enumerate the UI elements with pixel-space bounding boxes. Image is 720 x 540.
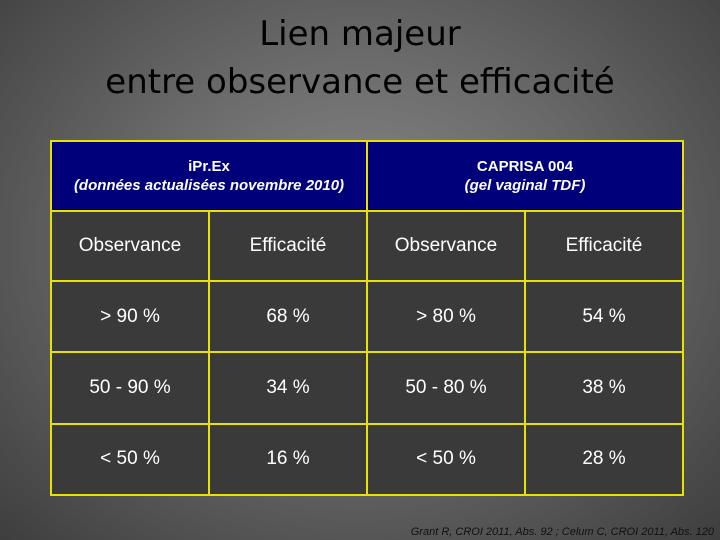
group-name: iPr.Ex xyxy=(188,158,230,175)
title-line-2: entre observance et efficacité xyxy=(105,62,615,102)
group-name: CAPRISA 004 xyxy=(476,158,574,175)
table-cell: > 90 % xyxy=(50,279,210,354)
group-header-caprisa: CAPRISA 004 (gel vaginal TDF) xyxy=(366,140,684,212)
group-header-row: iPr.Ex (données actualisées novembre 201… xyxy=(50,140,684,212)
group-subtitle: (gel vaginal TDF) xyxy=(464,177,586,194)
table-cell: 68 % xyxy=(208,279,368,354)
table-cell: 54 % xyxy=(524,279,684,354)
table-cell: < 50 % xyxy=(50,422,210,497)
group-header-iprex: iPr.Ex (données actualisées novembre 201… xyxy=(50,140,368,212)
group-subtitle: (données actualisées novembre 2010) xyxy=(73,177,345,194)
table-cell: 16 % xyxy=(208,422,368,497)
table-row: 50 - 90 % 34 % 50 - 80 % 38 % xyxy=(50,351,684,425)
table-cell: < 50 % xyxy=(366,422,526,497)
table-cell: 28 % xyxy=(524,422,684,497)
table-cell: 38 % xyxy=(524,351,684,425)
column-header: Efficacité xyxy=(524,210,684,282)
title-line-1: Lien majeur xyxy=(259,14,461,54)
column-header: Observance xyxy=(50,210,210,282)
column-header: Observance xyxy=(366,210,526,282)
source-citation: Grant R, CROI 2011, Abs. 92 ; Celum C, C… xyxy=(410,526,714,538)
slide-title: Lien majeur entre observance et efficaci… xyxy=(0,10,720,106)
results-table: iPr.Ex (données actualisées novembre 201… xyxy=(50,140,684,497)
table-cell: 34 % xyxy=(208,351,368,425)
table-cell: 50 - 90 % xyxy=(50,351,210,425)
table-row: < 50 % 16 % < 50 % 28 % xyxy=(50,422,684,497)
table-cell: 50 - 80 % xyxy=(366,351,526,425)
column-header-row: Observance Efficacité Observance Efficac… xyxy=(50,210,684,282)
column-header: Efficacité xyxy=(208,210,368,282)
table-row: > 90 % 68 % > 80 % 54 % xyxy=(50,279,684,354)
table-cell: > 80 % xyxy=(366,279,526,354)
